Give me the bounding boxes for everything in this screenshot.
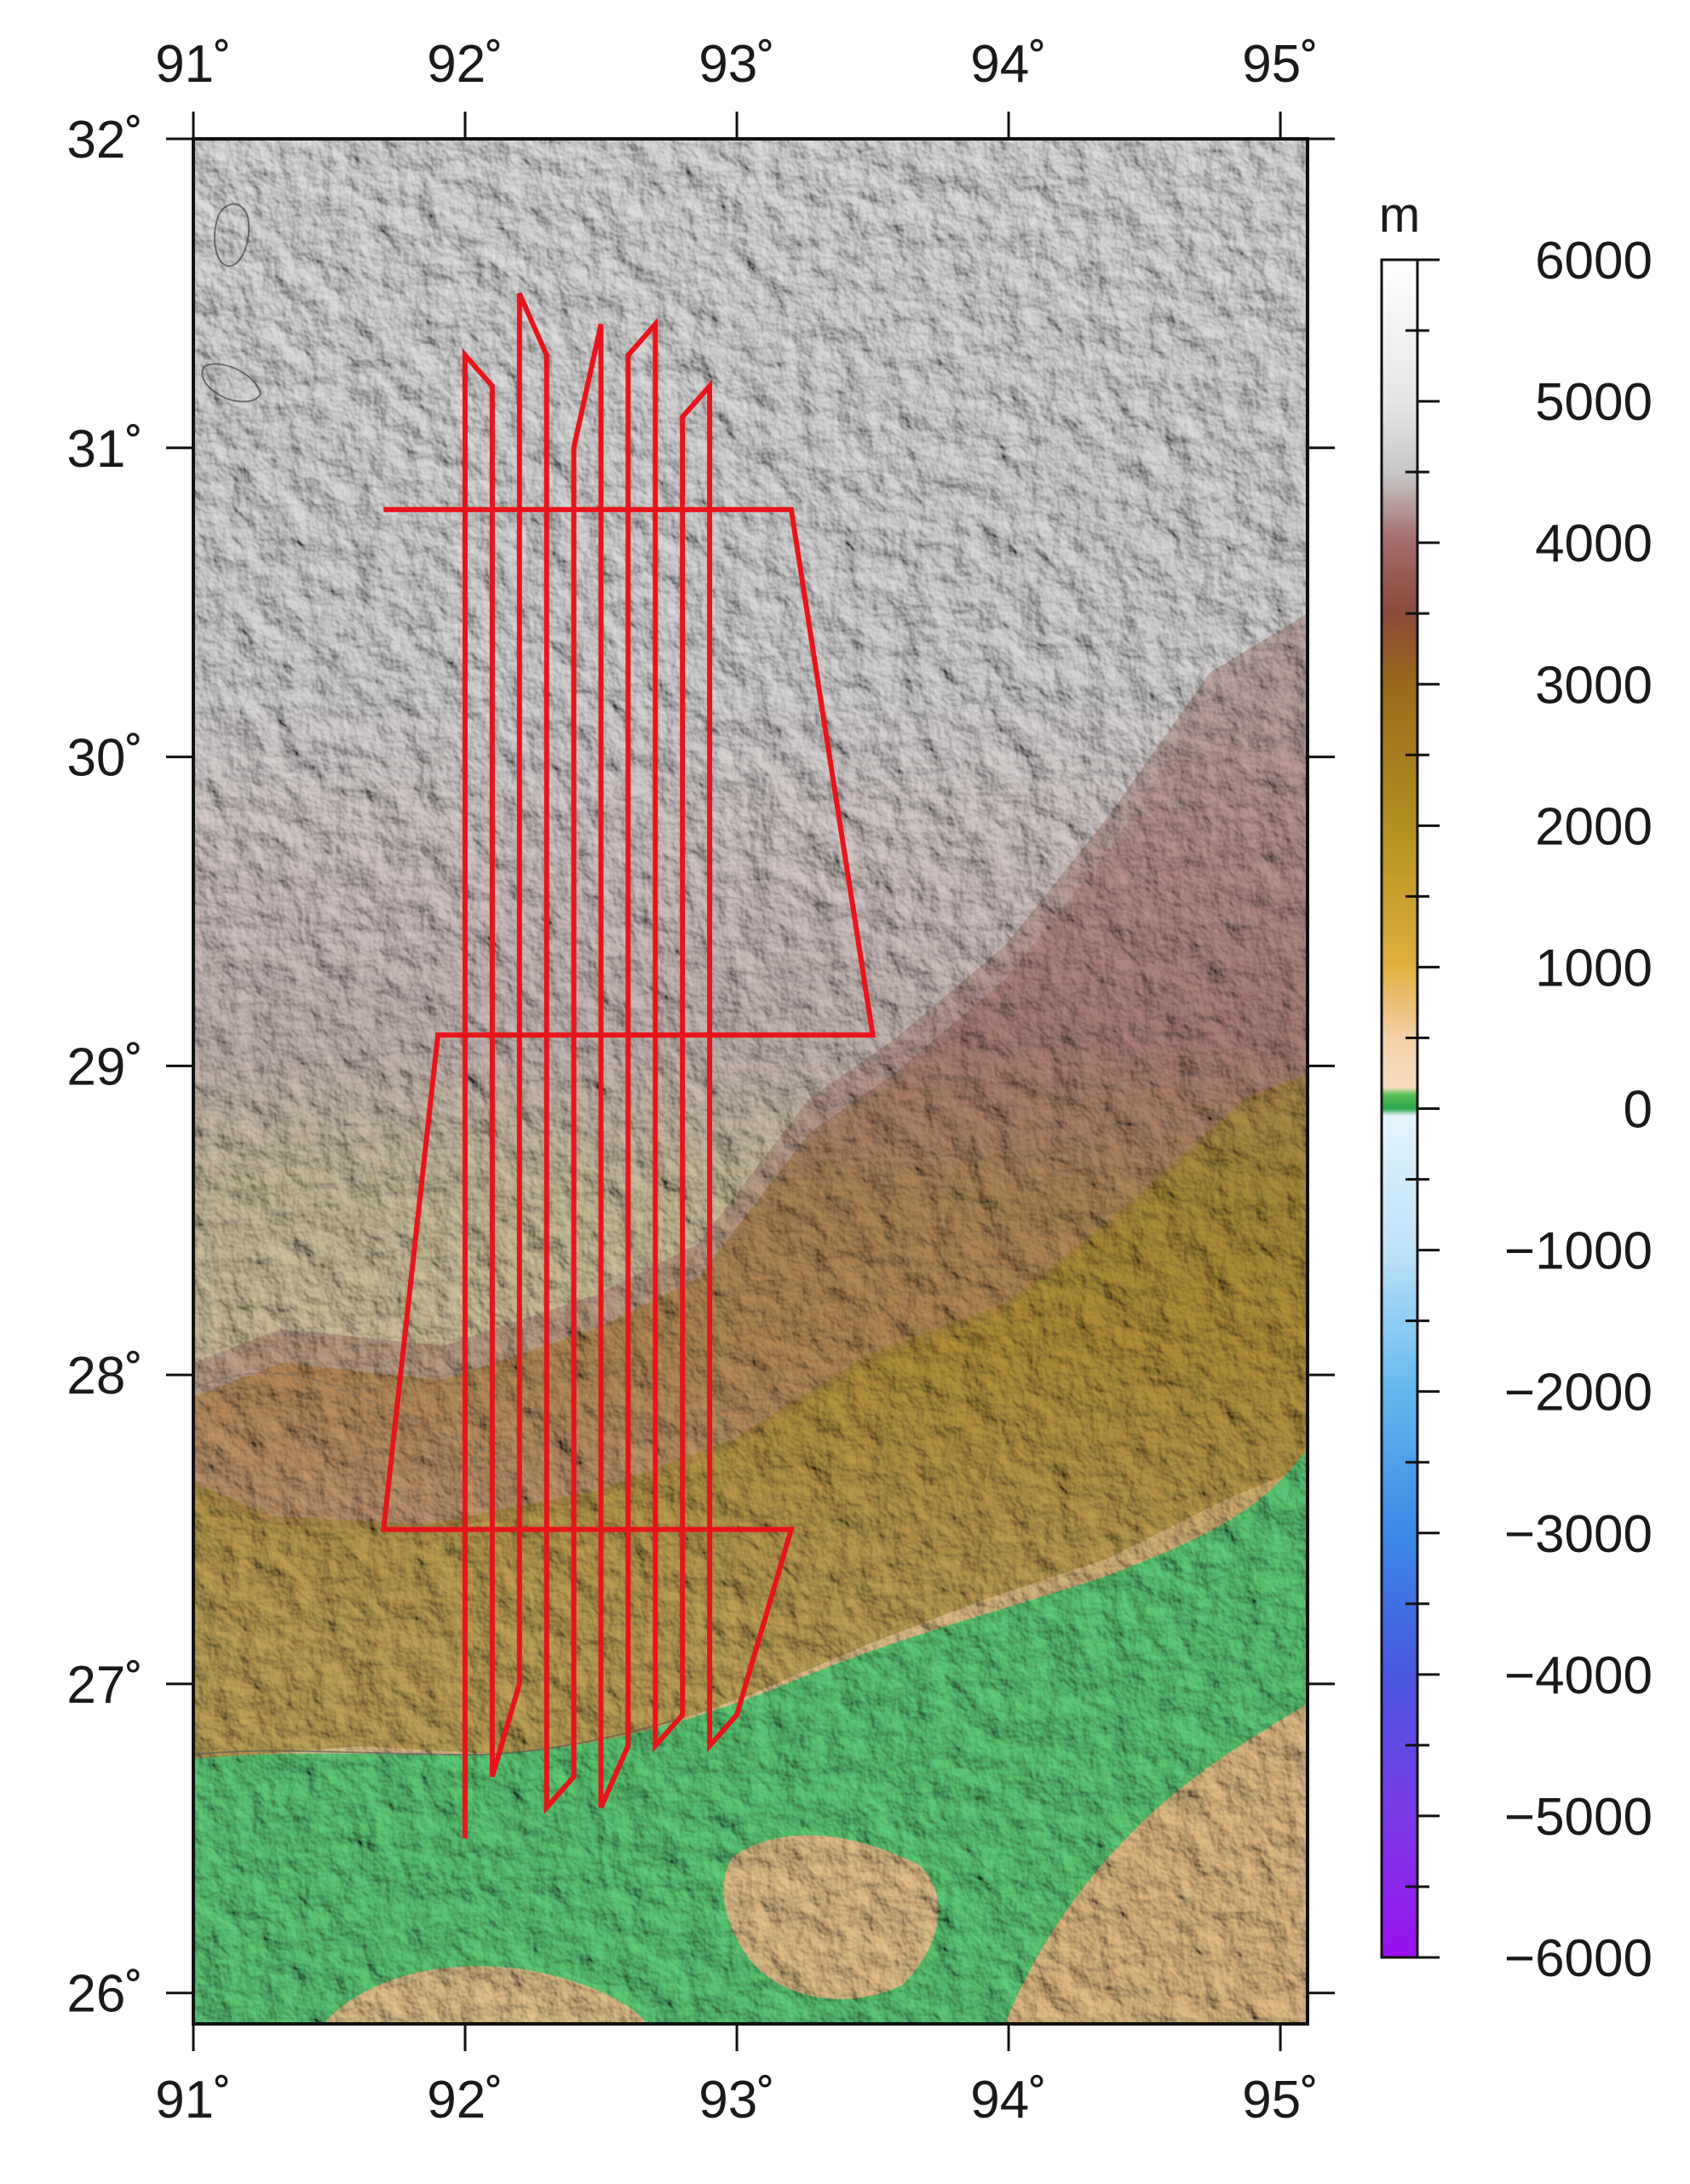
colorbar-tick-label: −1000	[1504, 1222, 1653, 1281]
colorbar-tick-label: 3000	[1535, 656, 1653, 715]
lake-outline	[213, 203, 250, 267]
colorbar: m 6000 5000 4000 3000 2000 1000 0 −1000 …	[1379, 187, 1653, 1988]
lon-tick-label: 95˚	[1242, 2071, 1319, 2129]
lon-tick-label: 94˚	[970, 35, 1047, 94]
colorbar-tick-label: 4000	[1535, 514, 1653, 573]
colorbar-tick-label: 5000	[1535, 373, 1653, 432]
colorbar-tick-label: −2000	[1504, 1364, 1653, 1422]
lake-outline	[201, 363, 262, 403]
shaded-relief	[193, 139, 1308, 2024]
colorbar-tick-label: 2000	[1535, 797, 1653, 856]
lat-tick-label: 29˚	[66, 1037, 143, 1096]
lat-tick-label: 31˚	[66, 420, 143, 479]
colorbar-tick-label: −3000	[1504, 1505, 1653, 1564]
lon-labels-top: 91˚ 92˚ 93˚ 94˚ 95˚	[155, 35, 1319, 94]
lon-tick-label: 92˚	[427, 35, 503, 94]
colorbar-tick-label: −4000	[1504, 1647, 1653, 1705]
lon-tick-label: 91˚	[155, 35, 232, 94]
lon-tick-label: 94˚	[970, 2071, 1047, 2129]
border-line	[193, 1371, 512, 1457]
lon-tick-label: 92˚	[427, 2071, 503, 2129]
lon-labels-bottom: 91˚ 92˚ 93˚ 94˚ 95˚	[155, 2071, 1319, 2129]
lat-tick-label: 27˚	[66, 1656, 143, 1715]
relief-map	[193, 139, 1308, 2024]
colorbar-ticks	[1405, 258, 1440, 1959]
lat-tick-label: 32˚	[66, 111, 143, 170]
map-axis-ticks	[166, 112, 1335, 2051]
lat-tick-label: 28˚	[66, 1347, 143, 1405]
lon-tick-label: 91˚	[155, 2071, 232, 2129]
colorbar-unit-label: m	[1379, 187, 1420, 243]
lat-tick-label: 30˚	[66, 729, 143, 788]
colorbar-labels: 6000 5000 4000 3000 2000 1000 0 −1000 −2…	[1504, 232, 1653, 1988]
lat-tick-label: 26˚	[66, 1965, 143, 2024]
colorbar-tick-label: 6000	[1535, 232, 1653, 290]
survey-track-line	[380, 292, 877, 1839]
colorbar-tick-label: −6000	[1504, 1929, 1653, 1988]
colorbar-tick-label: 0	[1624, 1081, 1653, 1140]
colorbar-tick-label: −5000	[1504, 1788, 1653, 1847]
map-frame	[192, 137, 1309, 2026]
lon-tick-label: 93˚	[698, 35, 775, 94]
lat-labels-left: 26˚ 27˚ 28˚ 29˚ 30˚ 31˚ 32˚	[66, 111, 143, 2024]
lon-tick-label: 93˚	[698, 2071, 775, 2129]
colorbar-tick-label: 1000	[1535, 939, 1653, 997]
lon-tick-label: 95˚	[1242, 35, 1319, 94]
colorbar-scale	[1380, 258, 1419, 1959]
